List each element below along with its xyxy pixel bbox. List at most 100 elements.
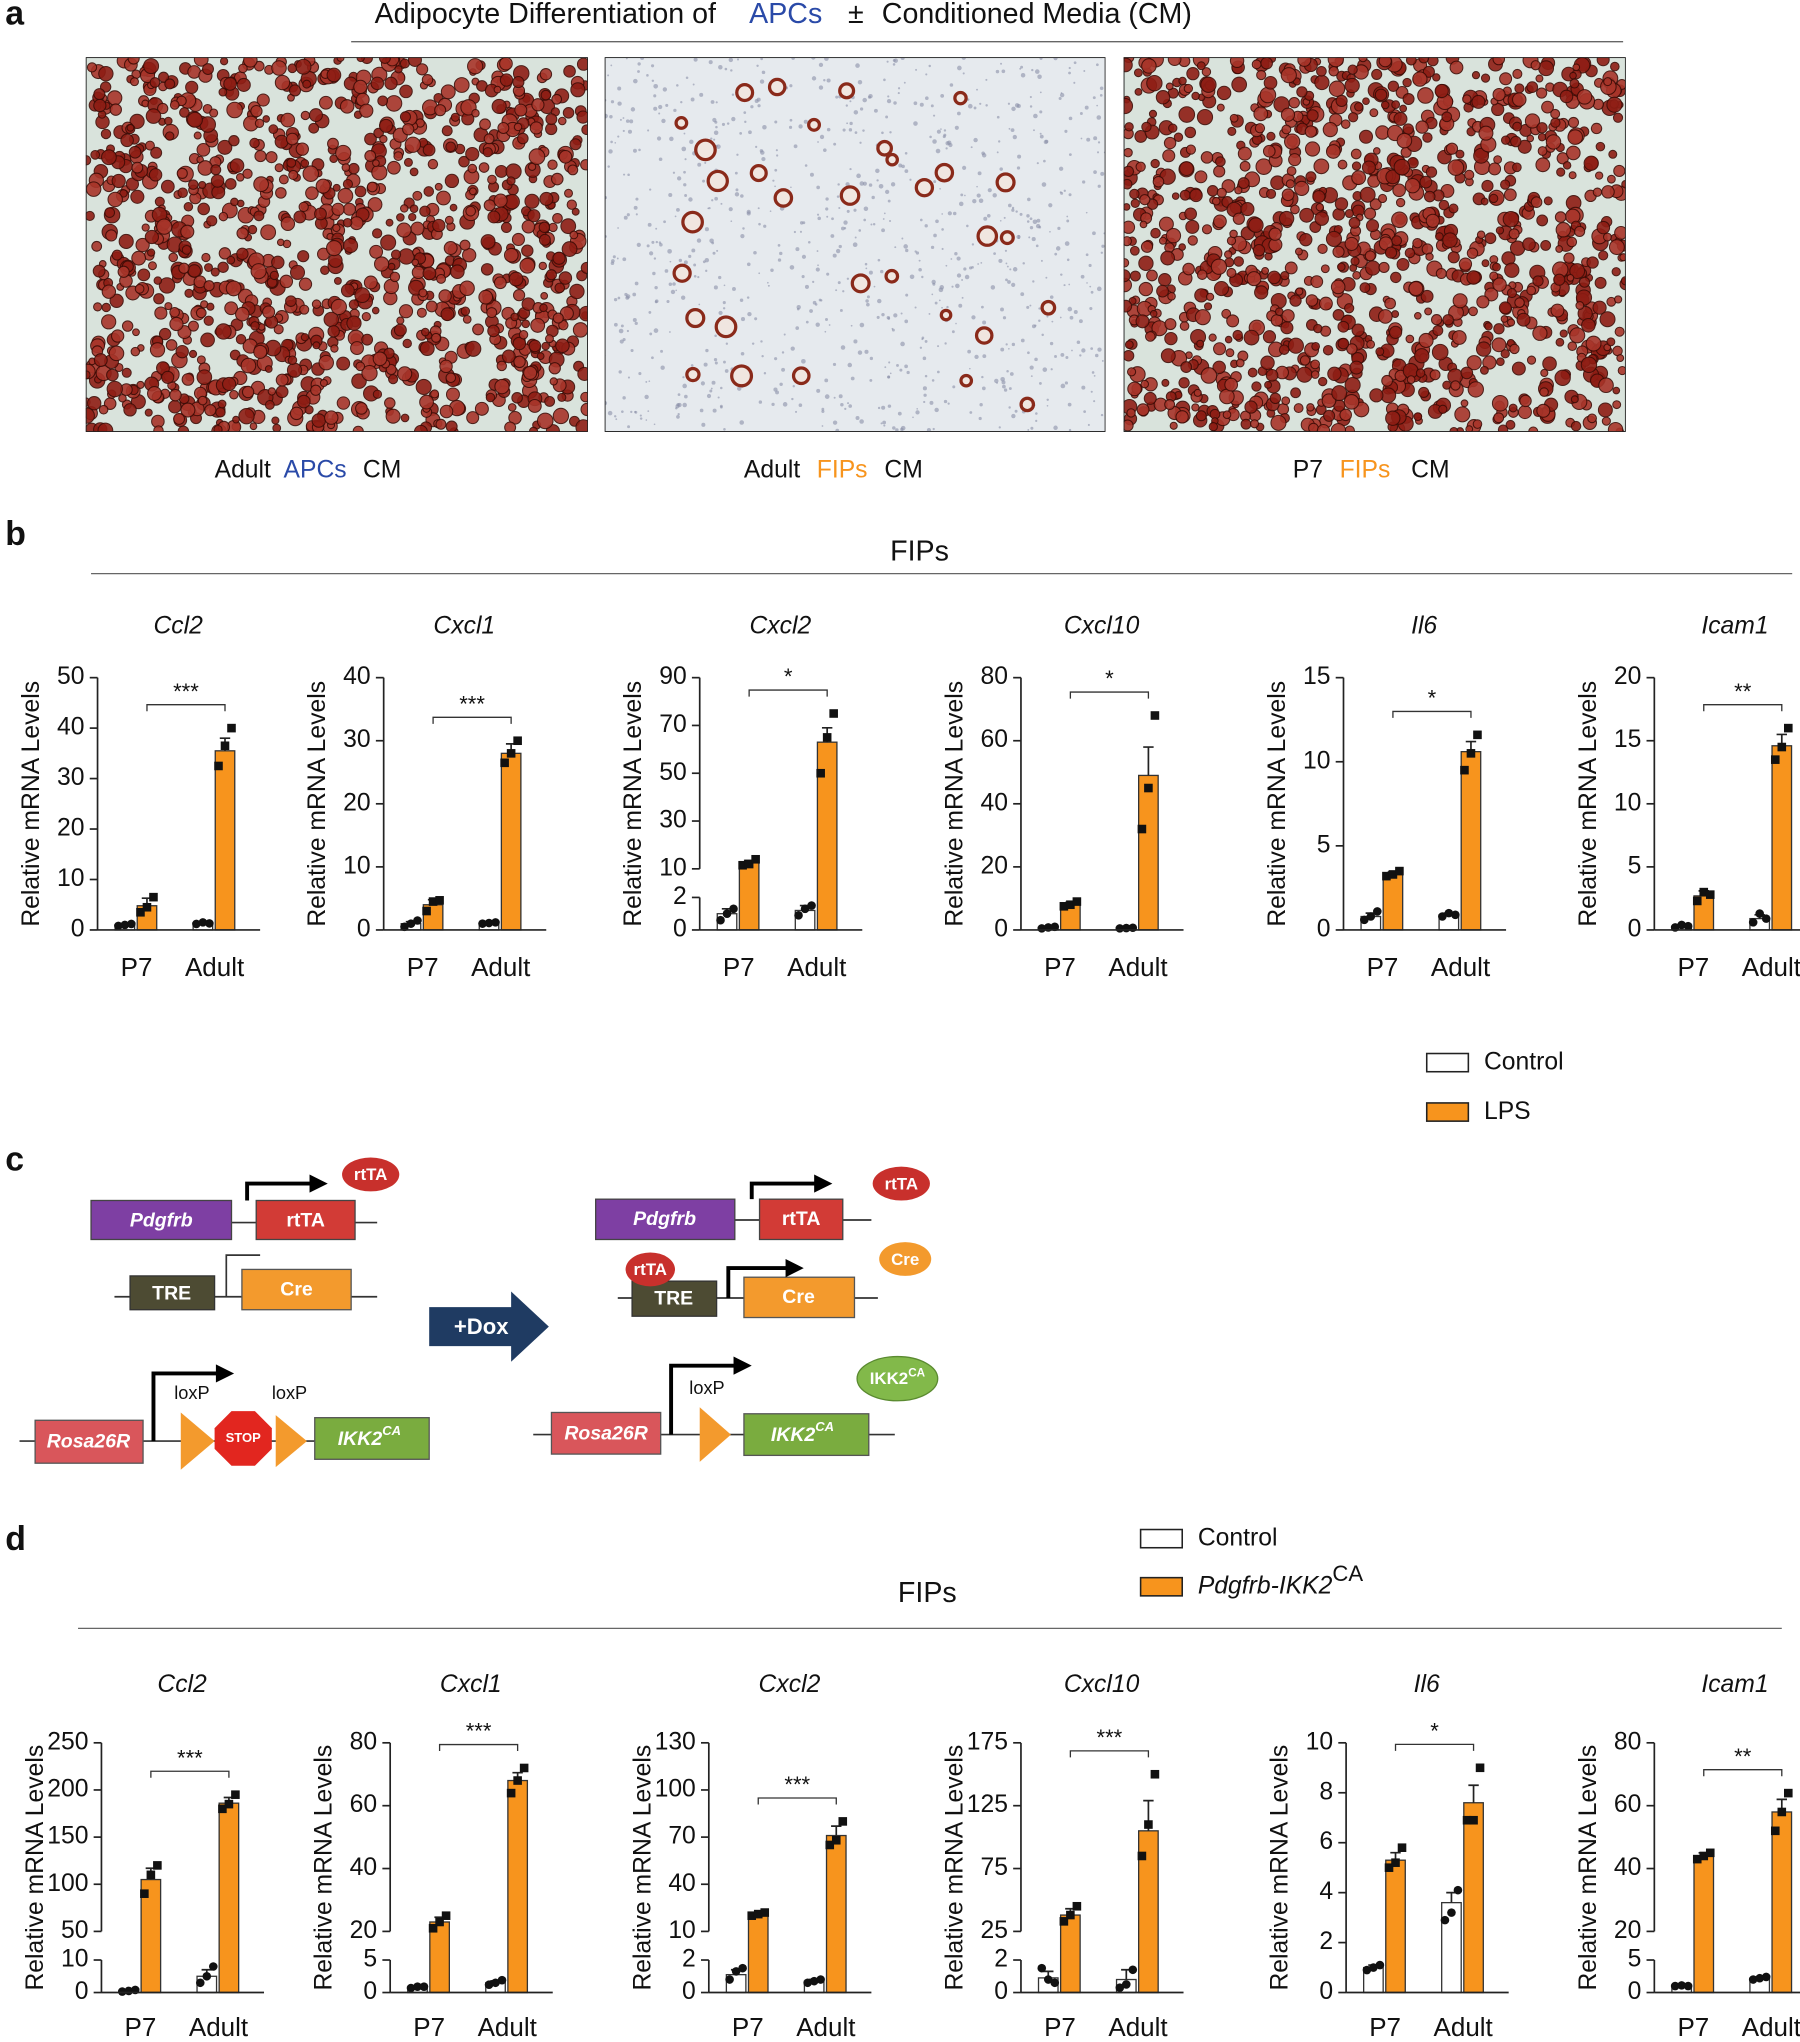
cell-speckle	[677, 413, 679, 415]
cell-speckle	[840, 403, 843, 406]
lipid-droplet	[683, 212, 702, 231]
lipid-droplet	[1247, 272, 1261, 286]
lipid-droplet	[1291, 205, 1300, 214]
cell-speckle	[837, 195, 840, 198]
cell-speckle	[1079, 354, 1081, 356]
cell-speckle	[904, 169, 908, 173]
lipid-droplet	[403, 124, 414, 135]
micrograph	[1117, 52, 1631, 438]
cell-speckle	[760, 340, 762, 342]
cell-speckle	[948, 403, 950, 405]
y-tick-label: 0	[1317, 915, 1331, 942]
lipid-droplet	[1570, 328, 1585, 343]
cell-speckle	[920, 347, 922, 349]
lipid-droplet	[463, 316, 471, 324]
cell-speckle	[858, 80, 862, 84]
cell-speckle	[1048, 203, 1052, 207]
lipid-droplet	[1263, 145, 1275, 157]
cell-speckle	[778, 244, 781, 247]
y-tick-label: 75	[980, 1854, 1007, 1881]
data-point	[1138, 1852, 1147, 1861]
lipid-droplet	[506, 164, 521, 179]
lipid-droplet	[1352, 171, 1366, 185]
cell-speckle	[1059, 97, 1062, 100]
cell-speckle	[952, 330, 955, 333]
lipid-droplet	[546, 270, 556, 280]
cell-speckle	[1030, 217, 1033, 220]
cell-speckle	[682, 376, 684, 378]
lipid-droplet	[1501, 316, 1508, 323]
lipid-droplet	[1442, 112, 1452, 122]
lipid-droplet	[218, 400, 226, 408]
lipid-droplet	[112, 174, 125, 187]
lipid-droplet	[841, 187, 858, 204]
lipid-droplet	[1195, 289, 1208, 302]
lipid-droplet	[1513, 163, 1522, 172]
chart-title: Ccl2	[153, 612, 203, 639]
caption: Adult	[215, 456, 271, 483]
lipid-droplet	[1313, 191, 1325, 203]
cell-speckle	[795, 247, 799, 251]
lipid-droplet	[1439, 200, 1449, 210]
cell-speckle	[772, 180, 774, 182]
lipid-droplet	[268, 388, 275, 395]
cell-speckle	[640, 417, 642, 419]
lipid-droplet	[568, 165, 578, 175]
lipid-droplet	[488, 175, 497, 184]
cell-speckle	[739, 420, 744, 425]
cell-speckle	[1040, 133, 1042, 135]
data-point	[413, 916, 422, 925]
lipid-droplet	[124, 404, 136, 416]
y-tick-label: 10	[57, 865, 84, 892]
cell-speckle	[698, 304, 700, 306]
cell-speckle	[874, 286, 876, 288]
cell-speckle	[931, 294, 933, 296]
chart-title: Cxcl1	[440, 1671, 502, 1698]
caption: P7	[1293, 456, 1323, 483]
lipid-droplet	[528, 400, 541, 413]
cell-speckle	[716, 250, 718, 252]
legend-swatch	[1427, 1054, 1469, 1072]
cell-speckle	[849, 100, 851, 102]
lipid-droplet	[1176, 411, 1188, 423]
data-point	[1749, 918, 1758, 927]
significance-label: *	[1428, 686, 1437, 711]
cell-speckle	[670, 261, 672, 263]
cell-speckle	[645, 419, 647, 421]
cell-speckle	[987, 214, 991, 218]
cell-speckle	[893, 63, 896, 66]
lipid-droplet	[1496, 227, 1503, 234]
lipid-droplet	[1289, 98, 1299, 108]
lipid-droplet	[1365, 251, 1375, 261]
lipid-droplet	[88, 397, 101, 410]
lipid-droplet	[255, 151, 266, 162]
lipid-droplet	[154, 426, 163, 435]
lipid-droplet	[1226, 349, 1234, 357]
cell-speckle	[732, 287, 736, 291]
cell-speckle	[1060, 93, 1064, 97]
lipid-droplet	[198, 396, 207, 405]
lipid-droplet	[1492, 396, 1508, 412]
lipid-droplet	[1560, 330, 1567, 337]
lipid-droplet	[299, 202, 308, 211]
cell-speckle	[898, 87, 900, 89]
lipid-droplet	[1436, 269, 1446, 279]
y-tick-label: 10	[343, 852, 370, 879]
lipid-droplet	[552, 94, 562, 104]
lipid-droplet	[310, 109, 323, 122]
cell-speckle	[1027, 198, 1031, 202]
lipid-droplet	[1188, 236, 1197, 245]
x-tick-label: P7	[1044, 2012, 1076, 2042]
lipid-droplet	[1406, 55, 1416, 65]
lipid-droplet	[196, 308, 206, 318]
chart-title: Cxcl10	[1064, 612, 1140, 639]
cell-speckle	[1098, 185, 1101, 188]
cell-speckle	[864, 350, 868, 354]
lipid-droplet	[1576, 302, 1584, 310]
lipid-droplet	[1333, 246, 1344, 257]
bar	[430, 1922, 450, 1993]
lipid-droplet	[1168, 292, 1176, 300]
cell-speckle	[1047, 405, 1049, 407]
lipid-droplet	[1527, 286, 1536, 295]
lipid-droplet	[564, 66, 576, 78]
